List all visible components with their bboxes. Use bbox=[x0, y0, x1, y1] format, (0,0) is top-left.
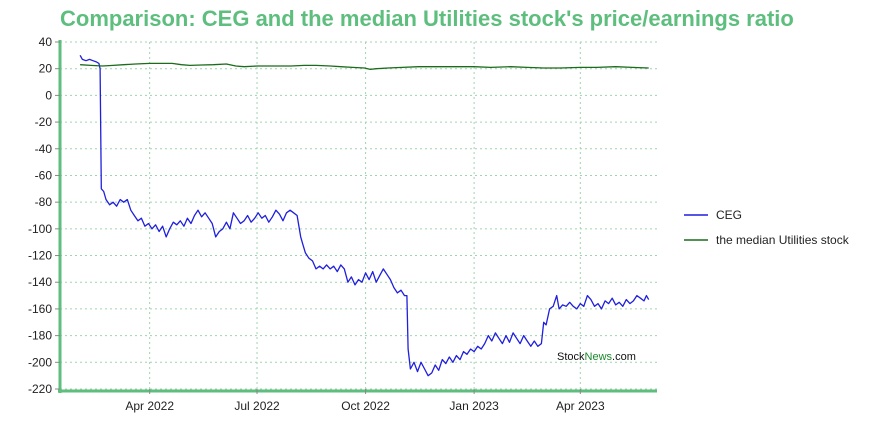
axes bbox=[58, 40, 657, 393]
y-tick-label: -40 bbox=[35, 142, 53, 156]
y-tick-label: -80 bbox=[35, 195, 53, 209]
series-lines bbox=[79, 54, 650, 377]
y-tick-label: -20 bbox=[35, 115, 53, 129]
series-line-0 bbox=[79, 54, 650, 377]
grid-lines bbox=[60, 41, 657, 390]
x-tick-label: Oct 2022 bbox=[341, 399, 390, 413]
watermark: StockNews.com bbox=[557, 351, 636, 363]
y-tick-label: -60 bbox=[35, 168, 53, 182]
chart-title: Comparison: CEG and the median Utilities… bbox=[60, 6, 794, 31]
y-tick-label: -200 bbox=[28, 355, 52, 369]
x-tick-label: Jul 2022 bbox=[234, 399, 280, 413]
y-tick-label: 40 bbox=[39, 35, 53, 49]
watermark-part2: News bbox=[585, 351, 613, 363]
legend-label-1: the median Utilities stock bbox=[716, 233, 850, 247]
y-tick-label: -140 bbox=[28, 275, 52, 289]
x-tick-label: Apr 2023 bbox=[556, 399, 605, 413]
y-axis-ticks: 40 20 0 -20 -40 -60 -80 -100 -120 -140 -160 -180 -20… bbox=[28, 35, 60, 396]
watermark-part3: .com bbox=[612, 351, 636, 363]
series-line-1 bbox=[80, 62, 649, 71]
y-tick-label: -160 bbox=[28, 302, 52, 316]
x-tick-label: Jan 2023 bbox=[449, 399, 499, 413]
y-tick-label: -220 bbox=[28, 382, 52, 396]
y-tick-label: 20 bbox=[39, 62, 53, 76]
legend-label-0: CEG bbox=[716, 208, 742, 222]
watermark-part1: Stock bbox=[557, 351, 585, 363]
y-tick-label: -120 bbox=[28, 249, 52, 263]
y-tick-label: 0 bbox=[45, 88, 52, 102]
y-tick-label: -100 bbox=[28, 222, 52, 236]
legend: CEG the median Utilities stock bbox=[684, 208, 850, 247]
x-axis-ticks: Apr 2022 Jul 2022 Oct 2022 Jan 2023 Apr 2023 bbox=[125, 389, 605, 413]
y-tick-label: -180 bbox=[28, 329, 52, 343]
x-tick-label: Apr 2022 bbox=[125, 399, 174, 413]
